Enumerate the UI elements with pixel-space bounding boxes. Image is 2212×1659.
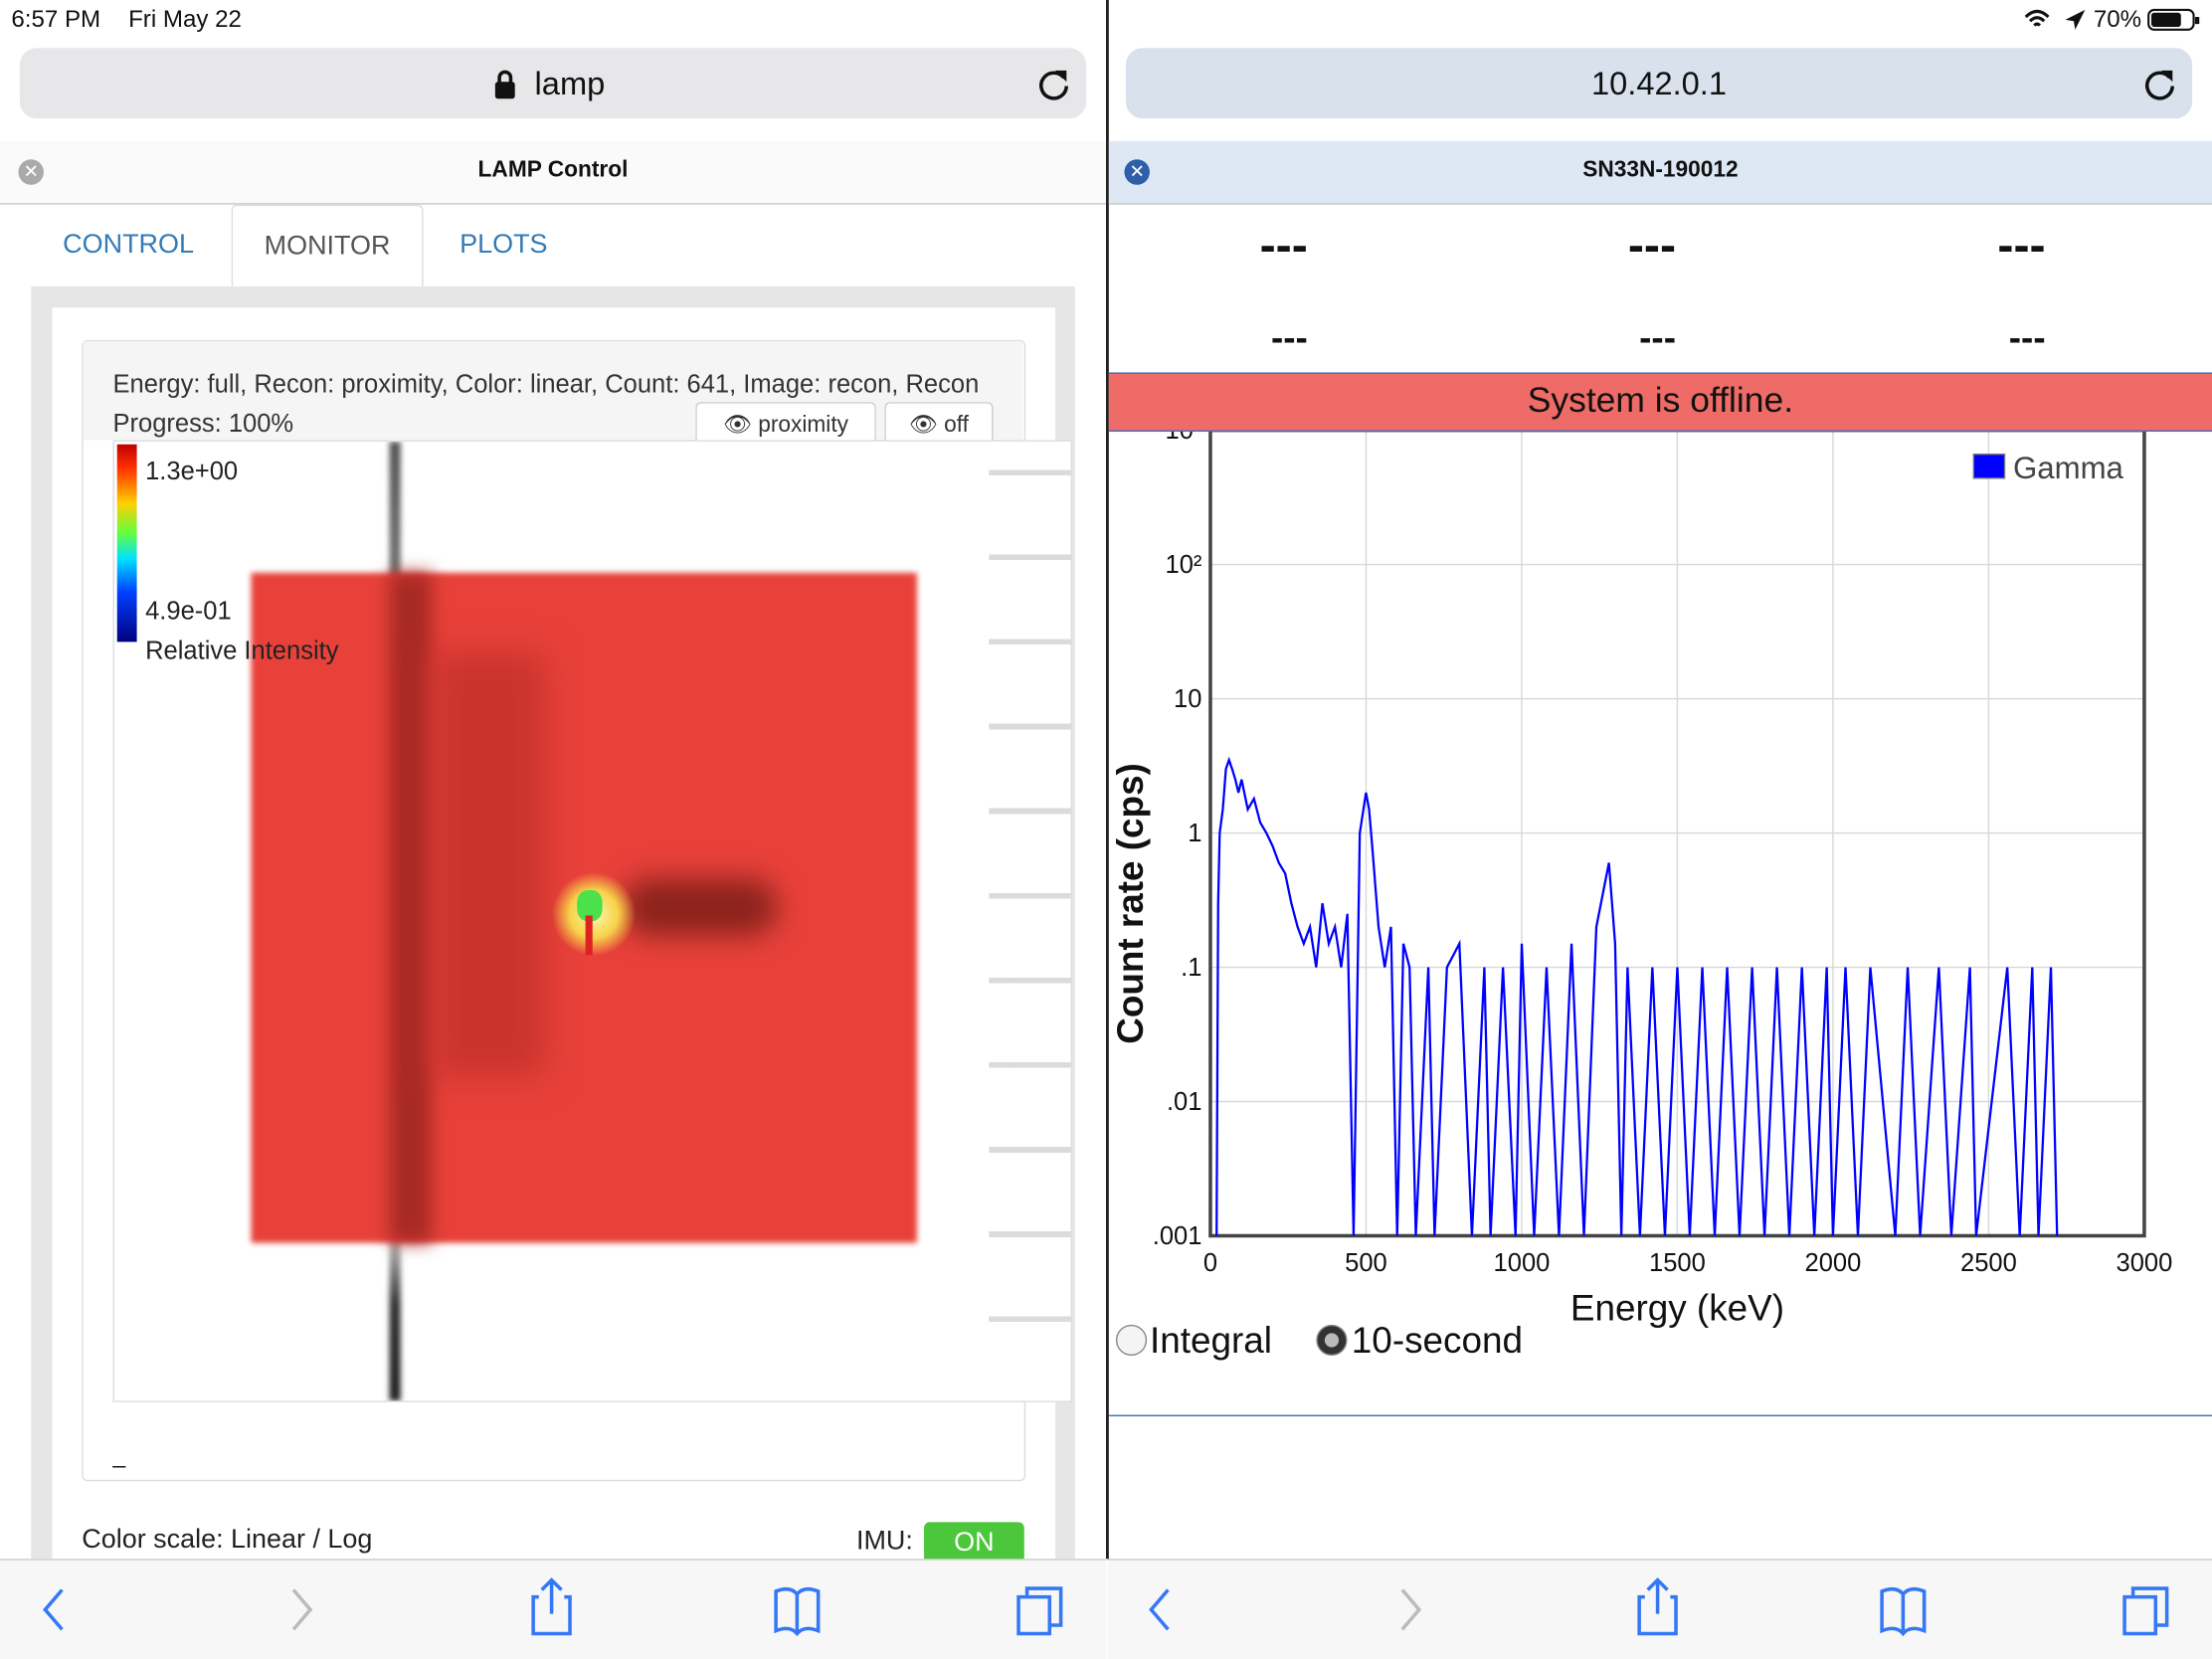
x-tick-label: 3000 (2117, 1249, 2173, 1277)
offline-banner (1108, 372, 2212, 433)
nav-tab-active[interactable]: MONITOR (231, 204, 424, 288)
imu-label: IMU: (855, 1526, 913, 1557)
close-tab[interactable]: ✕ (1124, 159, 1150, 185)
off-button[interactable]: 👁 off (884, 402, 994, 441)
back[interactable] (1149, 1588, 1170, 1631)
battery-percent: 70% (2093, 5, 2142, 33)
date: Fri May 22 (128, 5, 242, 33)
status-info: Energy: full, Recon: proximity, Color: l… (112, 369, 980, 438)
colorbar-label: Relative Intensity (145, 636, 339, 665)
x-axis-label: Energy (keV) (1570, 1288, 1784, 1329)
status-icons (2024, 9, 2086, 30)
x-tick-label: 0 (1203, 1249, 1217, 1277)
lock-icon (494, 70, 515, 99)
forward[interactable] (1400, 1588, 1422, 1631)
colorbar-max: 1.3e+00 (145, 457, 239, 485)
battery-icon (2147, 8, 2200, 31)
radio-integral[interactable] (1115, 1324, 1148, 1357)
x-tick-label: 500 (1345, 1249, 1387, 1277)
tabs[interactable] (2122, 1586, 2169, 1636)
readout: --- (1259, 218, 1308, 273)
url-bar[interactable] (19, 48, 1087, 119)
y-tick-label: 1 (1188, 820, 1201, 847)
x-tick-label: 1500 (1649, 1249, 1706, 1277)
y-axis-label: Count rate (cps) (1110, 763, 1151, 1044)
reload-button[interactable] (1035, 67, 1072, 103)
tabs[interactable] (1016, 1586, 1063, 1636)
nav-tab[interactable]: PLOTS (460, 230, 548, 260)
readout: --- (1627, 218, 1677, 273)
spectrum-line (1215, 756, 2059, 1236)
tab-title[interactable]: LAMP Control (477, 157, 629, 182)
dash: _ (112, 1444, 126, 1469)
colorbar-min: 4.9e-01 (145, 596, 232, 626)
recon-image (112, 440, 1072, 1402)
share[interactable] (1637, 1577, 1678, 1636)
url-text[interactable]: 10.42.0.1 (1590, 65, 1728, 102)
tab-title[interactable]: SN33N-190012 (1582, 157, 1739, 182)
share[interactable] (531, 1577, 572, 1636)
back[interactable] (43, 1588, 64, 1631)
split-divider[interactable] (1106, 0, 1109, 1560)
forward[interactable] (291, 1588, 313, 1631)
toolbar (1107, 1559, 2212, 1659)
readout: --- (1997, 218, 2046, 273)
time: 6:57 PM (11, 5, 101, 33)
url-bar[interactable] (1125, 48, 2193, 119)
legend-label: Gamma (2013, 451, 2124, 485)
x-tick-label: 2500 (1960, 1249, 2017, 1277)
proximity-button[interactable]: 👁 proximity (695, 402, 876, 441)
legend-swatch (1972, 454, 2006, 479)
x-tick-label: 1000 (1494, 1249, 1551, 1277)
y-tick-label: 10² (1166, 551, 1202, 579)
close-tab[interactable]: ✕ (18, 159, 44, 185)
y-tick-label: .001 (1153, 1222, 1202, 1250)
x-tick-label: 2000 (1805, 1249, 1862, 1277)
button-label: off (944, 413, 969, 438)
tab-row (0, 140, 1107, 205)
radio-label[interactable]: Integral (1149, 1319, 1272, 1362)
tab-row (1108, 140, 2212, 205)
button-label: proximity (758, 413, 848, 438)
y-tick-label: .1 (1181, 954, 1201, 982)
y-tick-label: 10 (1174, 685, 1201, 713)
separator (1108, 1414, 2212, 1417)
reload-button[interactable] (2141, 67, 2178, 103)
offline-text: System is offline. (1527, 380, 1794, 421)
radio-10-second[interactable] (1316, 1324, 1348, 1357)
spectrum-chart: .001.01.111010²10³0500100015002000250030… (1110, 417, 2173, 1329)
y-tick-label: .01 (1167, 1088, 1201, 1116)
readout: --- (1639, 315, 1677, 359)
imu-toggle[interactable]: ON (924, 1522, 1024, 1565)
radio-label[interactable]: 10-second (1351, 1319, 1524, 1362)
readout: --- (2008, 315, 2046, 359)
bookmarks[interactable] (1880, 1586, 1927, 1637)
toolbar-icons (43, 1577, 2169, 1637)
color-scale[interactable]: Color scale: Linear / Log (82, 1525, 373, 1556)
bookmarks[interactable] (774, 1586, 821, 1637)
url-text[interactable]: lamp (534, 65, 606, 102)
readout: --- (1270, 315, 1308, 359)
nav-tab[interactable]: CONTROL (63, 230, 194, 260)
